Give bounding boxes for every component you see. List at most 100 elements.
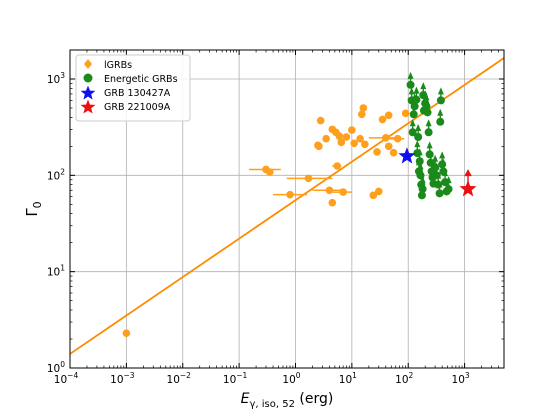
data-point	[378, 115, 387, 124]
legend: lGRBs Energetic GRBs GRB 130427A GRB 221…	[75, 54, 191, 122]
data-point	[325, 186, 334, 195]
data-point	[369, 191, 378, 200]
legend-label-grb221009a: GRB 221009A	[104, 102, 171, 113]
lower-limit-arrow-head	[414, 140, 421, 148]
data-point	[401, 109, 410, 118]
x-axis-label-base: E	[241, 391, 250, 407]
data-point	[316, 116, 325, 125]
data-point	[333, 162, 342, 170]
lower-limit-arrow-head	[407, 71, 414, 79]
lower-limit-arrow-head	[428, 158, 435, 166]
data-point	[342, 133, 351, 141]
lower-limit-arrow-head	[432, 154, 439, 162]
lower-limit-arrow-head	[425, 119, 432, 127]
lower-limit-arrow-head	[417, 162, 424, 170]
data-point	[436, 96, 445, 105]
y-tick-label: 100	[47, 360, 65, 375]
x-tick-label: 10−4	[54, 371, 79, 386]
x-tick-label: 102	[395, 371, 413, 386]
data-point	[424, 128, 433, 137]
data-point	[381, 134, 390, 142]
data-point	[415, 157, 424, 166]
x-tick-label: 10−1	[223, 371, 248, 386]
data-point	[361, 140, 369, 149]
axis-ticks: 10−4 10−3 10−2 10−1 100 101 102 103 100 101 102 103	[47, 50, 504, 386]
lower-limit-arrow-head	[437, 108, 444, 116]
data-point	[414, 132, 423, 141]
lower-limit-arrow-head	[440, 158, 447, 166]
data-point	[265, 168, 274, 176]
data-point	[393, 134, 402, 143]
legend-entry-lgrbs: lGRBs	[84, 59, 132, 71]
data-point	[412, 95, 421, 104]
y-tick-label: 101	[47, 264, 65, 279]
data-point	[335, 132, 344, 140]
y-axis-label-sub: 0	[31, 201, 44, 208]
data-point	[410, 102, 419, 111]
lower-limit-arrow-head	[426, 141, 433, 149]
data-point	[398, 147, 416, 164]
x-tick-label: 100	[282, 371, 300, 386]
data-point	[423, 108, 432, 117]
y-axis-label-base: Γ	[23, 208, 41, 217]
x-tick-label: 101	[339, 371, 357, 386]
lower-limit-arrow-head	[420, 82, 427, 90]
legend-label-lgrbs: lGRBs	[104, 60, 132, 71]
legend-diamond-marker	[84, 59, 92, 69]
legend-label-energetic: Energetic GRBs	[104, 74, 178, 85]
data-points	[122, 71, 477, 337]
data-point	[408, 128, 417, 137]
data-point	[286, 190, 294, 199]
series-1	[406, 71, 453, 200]
data-point	[315, 142, 323, 151]
data-point	[322, 134, 330, 143]
lower-limit-arrow-head	[464, 169, 472, 177]
legend-label-grb130427a: GRB 130427A	[104, 88, 171, 99]
legend-entry-energetic: Energetic GRBs	[83, 73, 178, 85]
x-tick-label: 10−3	[110, 371, 135, 386]
data-point	[348, 126, 356, 134]
lower-limit-arrow-head	[413, 86, 420, 94]
data-point	[328, 198, 337, 207]
lower-limit-arrow-head	[409, 119, 416, 127]
series-2	[398, 147, 416, 164]
y-axis-label: Γ0	[23, 201, 44, 216]
data-point	[339, 188, 347, 196]
series-0	[122, 104, 410, 337]
lower-limit-arrow-head	[416, 148, 423, 156]
data-point	[374, 187, 383, 196]
y-tick-label: 103	[47, 71, 65, 86]
data-point	[406, 80, 415, 89]
data-point	[417, 191, 426, 200]
lower-limit-arrow-head	[427, 149, 434, 157]
data-point	[304, 174, 313, 183]
data-point	[384, 111, 393, 120]
data-point	[350, 139, 358, 148]
legend-red-star-marker	[80, 99, 96, 114]
legend-blue-star-marker	[80, 85, 96, 100]
legend-entry-grb221009a: GRB 221009A	[80, 99, 171, 114]
lower-limit-arrow-head	[415, 123, 422, 131]
fit-line	[70, 57, 504, 355]
x-axis-label-unit: (erg)	[295, 391, 333, 407]
y-tick-label: 102	[47, 167, 65, 182]
lower-limit-arrow-head	[435, 171, 442, 179]
x-tick-label: 10−2	[167, 371, 192, 386]
lower-limit-arrow-head	[408, 87, 415, 95]
lower-limit-arrow-head	[424, 99, 431, 107]
lower-limit-arrow-head	[433, 162, 440, 170]
data-point	[389, 148, 398, 157]
data-point	[418, 185, 427, 194]
lower-limit-arrow-head	[439, 151, 446, 159]
data-point	[384, 142, 393, 151]
data-point	[359, 104, 368, 112]
data-point	[459, 180, 477, 197]
lower-limit-arrow-head	[445, 176, 452, 184]
lower-limit-arrow-head	[423, 93, 430, 101]
data-point	[436, 117, 445, 126]
data-point	[357, 110, 366, 119]
fit-line-layer	[70, 57, 504, 355]
legend-circle-marker	[83, 73, 93, 83]
data-point	[435, 189, 444, 198]
